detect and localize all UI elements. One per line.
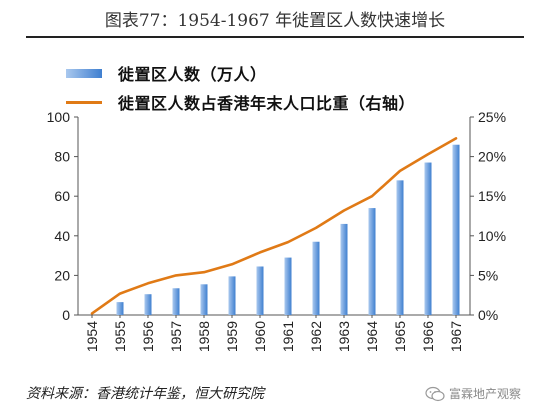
y-right-tick-label: 20% <box>478 149 506 165</box>
x-tick-label: 1967 <box>448 321 464 352</box>
bar <box>424 162 432 315</box>
x-tick-label: 1959 <box>224 321 240 352</box>
source-note: 资料来源：香港统计年鉴，恒大研究院 <box>26 386 264 402</box>
x-tick-label: 1965 <box>392 321 408 352</box>
bar <box>368 208 376 315</box>
axes <box>74 116 474 318</box>
legend-item-bar: 徙置区人数（万人） <box>66 62 267 84</box>
y-left-tick-label: 100 <box>47 109 71 125</box>
bar <box>312 241 320 315</box>
y-right-tick-label: 15% <box>478 188 506 204</box>
wechat-icon <box>425 386 445 401</box>
y-right-tick-label: 0% <box>478 307 498 323</box>
y-left-tick-label: 80 <box>54 149 70 165</box>
bar <box>452 144 460 315</box>
bar <box>172 288 180 315</box>
legend-bar-label: 徙置区人数（万人） <box>118 65 267 84</box>
legend-line-label: 徙置区人数占香港年末人口比重（右轴） <box>118 94 416 113</box>
watermark-text: 富霖地产观察 <box>449 387 522 401</box>
legend-line-swatch <box>66 100 102 104</box>
legend-item-line: 徙置区人数占香港年末人口比重（右轴） <box>66 91 415 113</box>
x-tick-label: 1963 <box>336 321 352 352</box>
x-tick-label: 1964 <box>364 321 380 352</box>
watermark: 富霖地产观察 <box>425 385 521 402</box>
bar <box>256 266 264 315</box>
line-series <box>90 137 458 315</box>
x-tick-label: 1966 <box>420 321 436 352</box>
x-tick-label: 1955 <box>112 321 128 352</box>
y-left-tick-label: 60 <box>54 188 70 204</box>
bar <box>228 276 236 315</box>
x-tick-label: 1958 <box>196 321 212 352</box>
x-tick-label: 1962 <box>308 321 324 352</box>
x-tick-label: 1956 <box>140 321 156 352</box>
x-tick-label: 1961 <box>280 321 296 352</box>
bar <box>116 302 124 315</box>
legend-bar-swatch <box>66 68 102 78</box>
x-tick-label: 1960 <box>252 321 268 352</box>
y-left-tick-label: 20 <box>54 267 70 283</box>
y-right-tick-label: 5% <box>478 267 498 283</box>
y-left-tick-label: 40 <box>54 228 70 244</box>
title-underline <box>26 36 524 38</box>
bar <box>340 223 348 315</box>
bar-series <box>116 144 460 315</box>
bar <box>396 180 404 315</box>
bar <box>200 284 208 315</box>
x-tick-label: 1957 <box>168 321 184 352</box>
y-right-tick-label: 25% <box>478 109 506 125</box>
x-tick-label: 1954 <box>84 321 100 352</box>
chart-title: 图表77：1954-1967 年徙置区人数快速增长 <box>104 11 446 31</box>
series-line <box>90 137 458 315</box>
tick-labels: 0 20 40 60 80 100 0% 5% 10% 15% 20% 25% 1954 1955 1956… <box>47 109 506 352</box>
y-left-tick-label: 0 <box>62 307 70 323</box>
bar <box>144 294 152 315</box>
y-right-tick-label: 10% <box>478 228 506 244</box>
bar <box>284 257 292 315</box>
